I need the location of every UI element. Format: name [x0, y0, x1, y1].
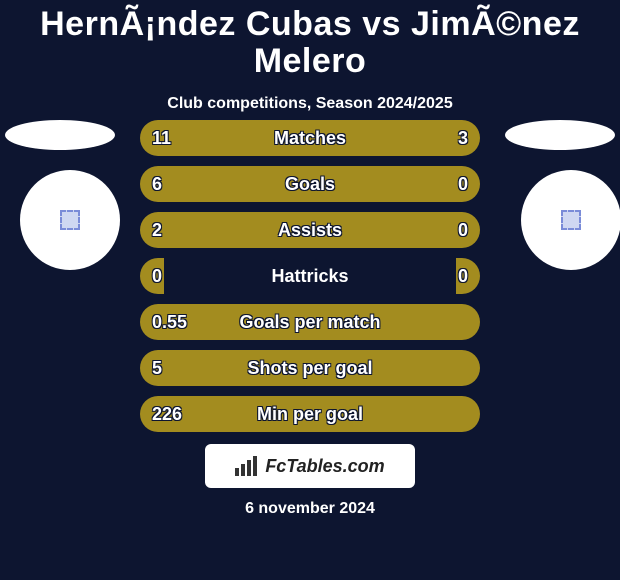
stat-row: 226 Min per goal: [140, 396, 480, 432]
page-date: 6 november 2024: [0, 500, 620, 518]
stat-row: 0.55 Goals per match: [140, 304, 480, 340]
stat-label: Assists: [140, 212, 480, 248]
stat-row: 0 Hattricks 0: [140, 258, 480, 294]
stat-value-right: 3: [458, 120, 468, 156]
placeholder-icon: [60, 210, 80, 230]
club-badge-left: [20, 170, 120, 270]
stat-row: 5 Shots per goal: [140, 350, 480, 386]
stat-row: 2 Assists 0: [140, 212, 480, 248]
stat-row: 6 Goals 0: [140, 166, 480, 202]
page-title: HernÃ¡ndez Cubas vs JimÃ©nez Melero: [0, 0, 620, 81]
stat-value-right: 0: [458, 258, 468, 294]
page-subtitle: Club competitions, Season 2024/2025: [0, 95, 620, 113]
club-badge-right: [521, 170, 620, 270]
stats-container: 11 Matches 3 6 Goals 0 2 Assists 0 0 Hat…: [140, 120, 480, 442]
stat-row: 11 Matches 3: [140, 120, 480, 156]
stat-value-right: 0: [458, 166, 468, 202]
player-shadow-left: [5, 120, 115, 150]
stat-label: Matches: [140, 120, 480, 156]
stat-label: Hattricks: [140, 258, 480, 294]
stat-label: Goals: [140, 166, 480, 202]
stat-value-right: 0: [458, 212, 468, 248]
player-shadow-right: [505, 120, 615, 150]
placeholder-icon: [561, 210, 581, 230]
stat-label: Min per goal: [140, 396, 480, 432]
brand-badge[interactable]: FcTables.com: [205, 444, 415, 488]
stat-label: Shots per goal: [140, 350, 480, 386]
brand-text: FcTables.com: [265, 456, 384, 477]
chart-icon: [235, 456, 259, 476]
stat-label: Goals per match: [140, 304, 480, 340]
